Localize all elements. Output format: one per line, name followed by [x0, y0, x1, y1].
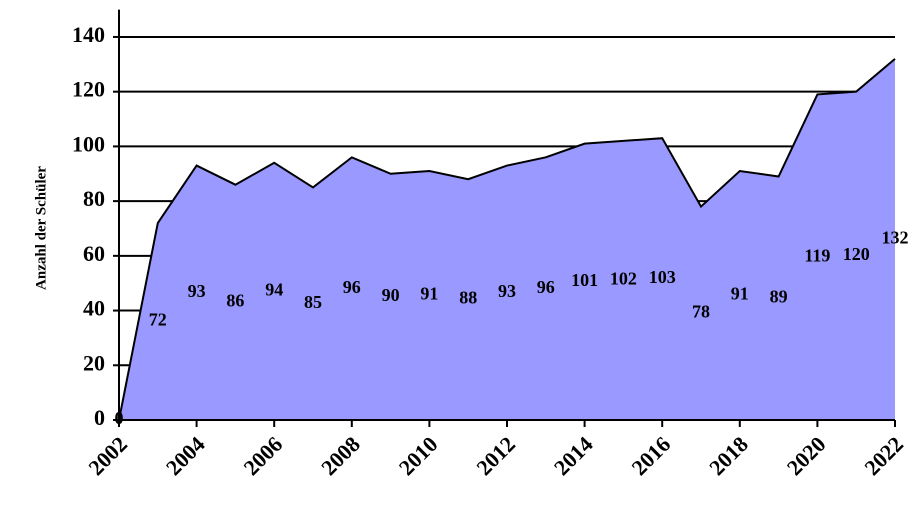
x-tick-label: 2016	[627, 431, 676, 480]
area-line	[118, 58, 896, 421]
y-tick-label: 100	[72, 131, 105, 156]
value-label: 90	[382, 285, 400, 305]
x-tick-label: 2006	[239, 431, 288, 480]
value-label: 119	[804, 245, 830, 265]
x-tick-label: 2004	[161, 431, 210, 480]
value-label: 101	[571, 270, 598, 290]
value-label: 91	[420, 284, 438, 304]
value-label: 93	[188, 281, 206, 301]
y-tick-label: 20	[83, 350, 105, 375]
y-tick-label: 40	[83, 296, 105, 321]
y-tick-label: 80	[83, 186, 105, 211]
y-tick-label: 140	[72, 22, 105, 47]
x-tick-label: 2020	[782, 431, 831, 480]
value-label: 86	[226, 290, 244, 310]
x-tick-label: 2002	[83, 431, 132, 480]
x-tick-label: 2014	[549, 431, 598, 480]
y-tick-label: 120	[72, 77, 105, 102]
value-label: 103	[649, 267, 676, 287]
area-fill	[119, 58, 895, 421]
x-tick-label: 2022	[859, 431, 908, 480]
value-label: 89	[770, 286, 788, 306]
x-tick-label: 2010	[394, 431, 443, 480]
y-axis-label: Anzahl der Schüler	[33, 166, 49, 290]
value-label: 132	[882, 228, 909, 248]
value-label: 120	[843, 244, 870, 264]
value-label: 96	[343, 277, 361, 297]
value-label: 85	[304, 292, 322, 312]
value-label: 94	[265, 280, 283, 300]
value-label: 72	[149, 310, 167, 330]
y-tick-label: 60	[83, 241, 105, 266]
x-tick-label: 2018	[704, 431, 753, 480]
x-tick-label: 2008	[316, 431, 365, 480]
value-label: 93	[498, 281, 516, 301]
value-label: 91	[731, 284, 749, 304]
value-label: 78	[692, 301, 710, 321]
x-tick-label: 2012	[471, 431, 520, 480]
value-label: 102	[610, 269, 637, 289]
y-tick-label: 0	[94, 405, 105, 430]
value-label: 96	[537, 277, 555, 297]
value-label: 88	[459, 288, 477, 308]
